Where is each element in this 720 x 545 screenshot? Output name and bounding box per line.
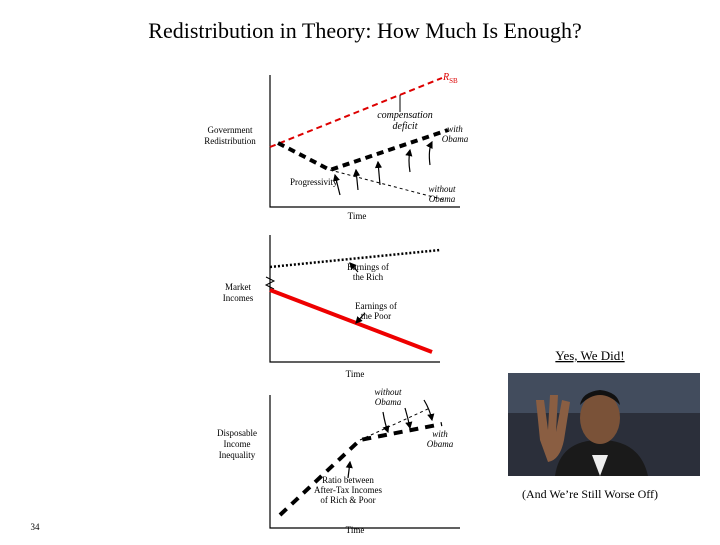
text-line: the Poor [361, 311, 391, 321]
text-line: without [374, 387, 402, 397]
text-line: without [428, 184, 456, 194]
text-line: deficit [393, 121, 418, 132]
arrow [426, 140, 433, 166]
text-line: Obama [375, 397, 402, 407]
text-line: of Rich & Poor [320, 495, 375, 505]
arrow [349, 262, 359, 273]
panel-bottom: without Obama with Obama Disposable Income I… [217, 387, 460, 535]
text-line: Redistribution [204, 136, 256, 146]
text-line: Earnings of [347, 262, 389, 272]
text-line: Incomes [223, 293, 254, 303]
text-line: the Rich [353, 272, 384, 282]
earnings-rich: Earnings of the Rich [347, 262, 389, 282]
y-label: Market Incomes [223, 282, 254, 303]
with-line [277, 128, 449, 173]
r-label: RSB [442, 72, 458, 85]
arrow [345, 460, 353, 479]
compensation-deficit: compensation deficit [377, 110, 433, 132]
arrow [332, 173, 341, 196]
arrow [382, 411, 390, 434]
arrow [355, 312, 366, 324]
ratio-label: Ratio between After-Tax Incomes of Rich & … [314, 475, 382, 505]
earnings-poor: Earnings of the Poor [355, 301, 397, 321]
without-obama: without Obama [374, 387, 402, 407]
rich-line [269, 248, 441, 269]
text-line: with [432, 429, 448, 439]
photo-caption: (And We’re Still Worse Off) [522, 487, 658, 501]
text-line: compensation [377, 110, 433, 121]
slide-number: 34 [31, 522, 41, 532]
y-label: Disposable Income Inequality [217, 428, 257, 460]
photo [508, 373, 700, 476]
text-line: Income [224, 439, 251, 449]
y-label: Government Redistribution [204, 125, 256, 146]
photo-heading: Yes, We Did! [555, 348, 624, 363]
arrow [374, 160, 383, 186]
without-line [359, 407, 431, 441]
x-label: Time [346, 525, 365, 535]
x-label: Time [348, 211, 367, 221]
text-line: After-Tax Incomes [314, 485, 382, 495]
text-line: with [447, 124, 463, 134]
text-line: R [442, 72, 449, 83]
with-obama: with Obama [442, 124, 469, 144]
panel-middle: Market Incomes Earnings of the Rich Earnin… [223, 235, 441, 379]
title: Redistribution in Theory: How Much Is En… [148, 18, 581, 43]
panel-top: RSB compensation deficit with Obama Govern… [204, 72, 468, 221]
arrow [405, 148, 413, 173]
text-line: Obama [442, 134, 469, 144]
axes [269, 395, 460, 529]
arrow [423, 399, 435, 422]
axes [269, 235, 440, 363]
text-line: Obama [427, 439, 454, 449]
x-label: Time [346, 369, 365, 379]
poor-line [269, 288, 433, 354]
text-line: Ratio between [322, 475, 374, 485]
text-line: SB [449, 77, 458, 85]
axis-break [264, 276, 276, 290]
red-line [269, 77, 443, 148]
progressivity: Progressivity [290, 177, 338, 187]
with-obama: with Obama [427, 429, 454, 449]
text-line: Government [208, 125, 253, 135]
text-line: Market [225, 282, 251, 292]
arrow [353, 168, 361, 191]
text-line: Obama [429, 194, 456, 204]
text-line: Disposable [217, 428, 257, 438]
text-line: Inequality [219, 450, 256, 460]
without-line [329, 169, 446, 201]
text-line: Earnings of [355, 301, 397, 311]
arrow [404, 407, 413, 430]
without-obama: without Obama [428, 184, 456, 204]
axes [269, 75, 460, 208]
with-line [278, 422, 443, 517]
